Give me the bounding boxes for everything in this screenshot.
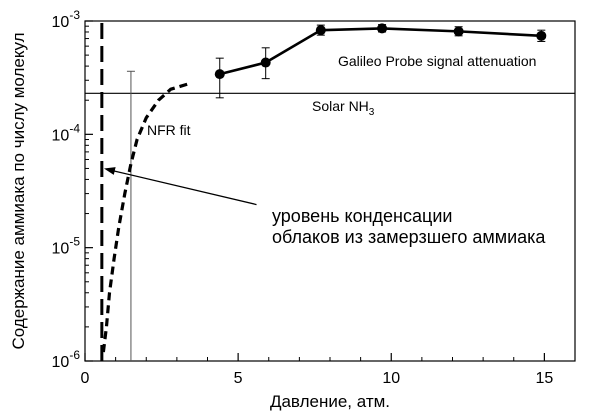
annotation-galileo: Galileo Probe signal attenuation [338,53,536,69]
condensation-arrow-shaft [111,169,257,206]
y-tick-exp: -5 [69,235,80,249]
galileo-point-2 [315,25,326,36]
y-tick-base: 10 [52,241,70,258]
galileo-point-5 [536,30,547,41]
condensation-level [100,21,135,361]
y-tick-base: 10 [52,127,70,144]
solar-nh3-label-main: Solar NH [312,98,369,114]
y-tick-exp: -4 [69,121,80,135]
y-tick-exp: -3 [69,8,80,22]
annotations-layer [103,167,257,206]
solar-nh3-label: Solar NH3 [312,98,375,118]
y-tick-label-1: 10-5 [52,235,81,258]
y-tick-label-3: 10-3 [52,8,81,31]
y-axis-title: Содержание аммиака по числу молекул [9,32,28,349]
x-tick-label-0: 0 [81,370,90,387]
x-tick-label-3: 15 [535,370,553,387]
galileo-point-0 [214,69,225,80]
series-layer [101,23,547,353]
y-tick-label-0: 10-6 [52,348,81,371]
y-tick-label-2: 10-4 [52,121,81,144]
x-tick-label-2: 10 [382,370,400,387]
series-galileo-line [219,27,542,76]
y-tick-base: 10 [52,14,70,31]
galileo-point-3 [377,23,388,34]
series-nfr-fit-line [101,82,190,353]
annotation-condensation-line1: уровень конденсации [272,206,452,226]
galileo-point-1 [260,57,271,68]
x-axis-title: Давление, атм. [270,392,390,411]
plot-frame [84,20,576,362]
y-tick-exp: -6 [69,348,80,362]
galileo-point-4 [453,26,464,37]
annotation-condensation-line2: облаков из замерзшего аммиака [272,227,546,247]
x-tick-label-1: 5 [234,370,243,387]
y-tick-base: 10 [52,354,70,371]
solar-nh3-label-sub: 3 [369,107,375,118]
annotation-nfr-fit: NFR fit [147,122,191,138]
condensation-arrow-head [103,167,116,175]
